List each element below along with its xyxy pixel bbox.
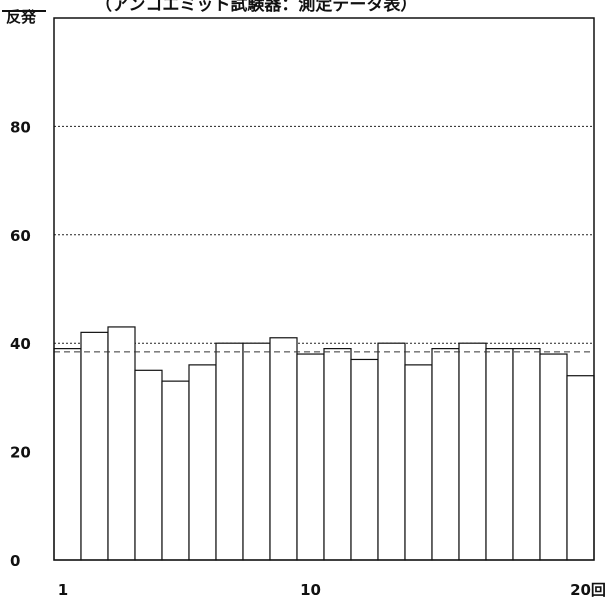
bar-8 [242,342,271,561]
y-axis-label: 反発 [6,8,37,26]
plot-frame [53,17,595,561]
y-tick-label: 40 [10,335,31,353]
bar-5 [161,380,190,561]
title-underline [2,10,46,12]
bar-12 [350,358,379,561]
x-tick-labels: 1 10 20回 [58,581,606,599]
bar-13 [377,342,406,561]
y-tick-label: 0 [10,552,20,570]
bar-7 [215,342,244,561]
bar-16 [458,342,487,561]
bar-1 [53,348,82,561]
y-tick-label: 80 [10,118,31,136]
bar-9 [269,337,298,561]
bar-14 [404,364,433,561]
y-tick-label: 60 [10,227,31,245]
bar-17 [485,348,514,561]
y-tick-labels: 0 20 40 60 80 [10,118,31,570]
bar-20 [566,375,595,561]
bar-4 [134,369,163,561]
y-tick-label: 20 [10,444,31,462]
bar-6 [188,364,217,561]
bar-10 [296,353,325,561]
bar-18 [512,348,541,561]
chart-title: （アンコエミット試験器：測定データ表） [95,0,418,15]
x-tick-label: 20回 [570,581,606,599]
x-tick-label: 1 [58,581,68,599]
x-tick-label: 10 [300,581,321,599]
bars [53,326,595,561]
bar-15 [431,348,460,561]
bar-19 [539,353,568,561]
bar-2 [80,331,109,561]
bar-3 [107,326,136,561]
bar-11 [323,348,352,561]
